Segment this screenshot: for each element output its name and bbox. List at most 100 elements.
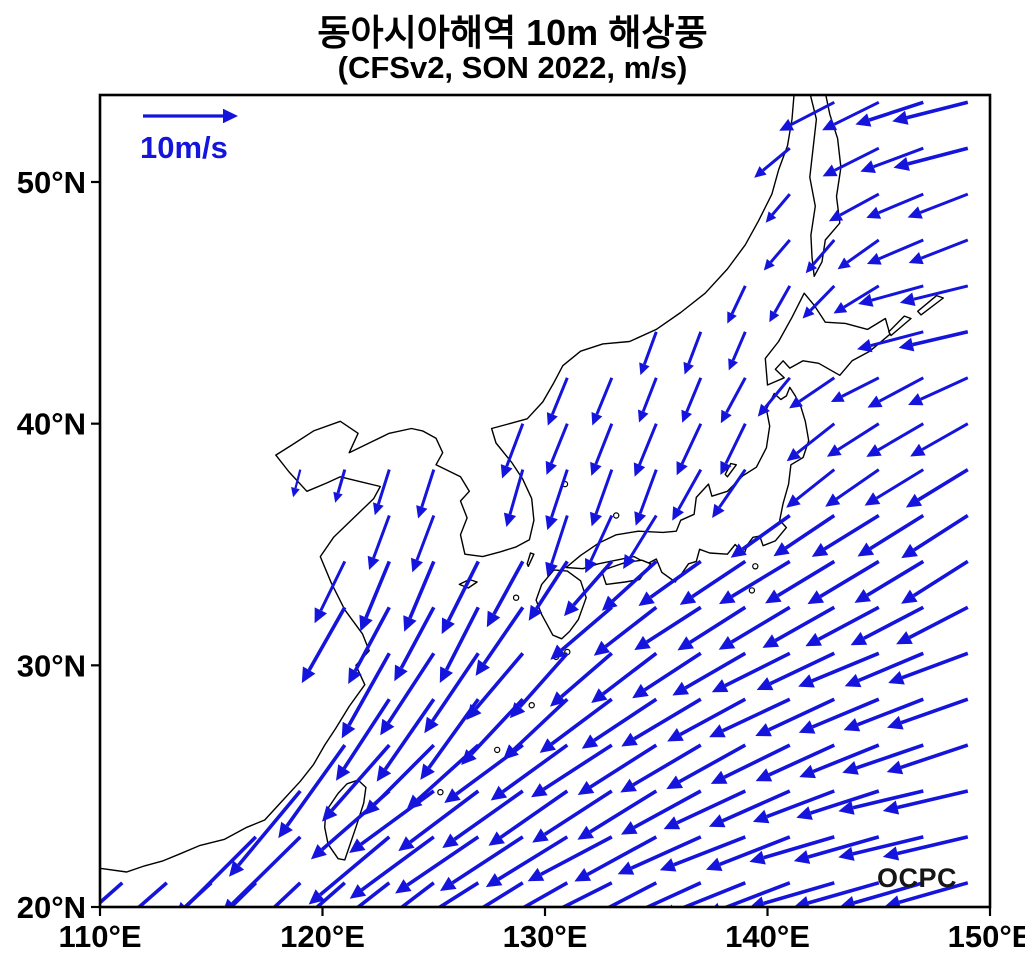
wind-arrow [136, 881, 168, 907]
wind-arrow [620, 743, 702, 793]
wind-arrow [590, 469, 614, 527]
wind-arrow [590, 423, 614, 476]
wind-arrow [893, 146, 969, 171]
wind-arrow [833, 284, 880, 314]
wind-arrow [677, 605, 747, 651]
wind-arrow [908, 238, 969, 265]
wind-arrow [754, 147, 791, 178]
wind-arrow [394, 606, 436, 682]
wind-arrow [681, 377, 703, 423]
small-island-dot [494, 746, 501, 754]
wind-arrow [882, 789, 969, 815]
wind-arrow [755, 743, 836, 782]
wind-arrow [807, 559, 880, 605]
wind-arrow [349, 789, 435, 853]
wind-arrow [708, 789, 791, 828]
wind-arrow [663, 789, 747, 830]
wind-arrow [532, 789, 613, 843]
wind-arrow [545, 469, 569, 531]
wind-arrow [669, 881, 746, 907]
wind-arrow [805, 239, 836, 274]
wind-arrow [395, 835, 480, 894]
wind-arrow [531, 743, 613, 798]
wind-arrow [638, 377, 658, 423]
wind-arrow [679, 559, 747, 605]
wind-arrow [858, 284, 924, 307]
wind-arrow [850, 605, 925, 646]
wind-arrow [621, 789, 702, 835]
wind-arrow [798, 697, 880, 734]
wind-arrow [229, 789, 302, 877]
coastline-kunashiri [888, 315, 912, 337]
wind-arrow [905, 468, 969, 508]
y-tick-label: 20°N [17, 890, 86, 925]
wind-arrow [364, 743, 436, 816]
wind-arrow [683, 331, 703, 375]
wind-arrow [666, 743, 747, 790]
wind-arrow [100, 881, 124, 905]
wind-arrow [719, 559, 791, 605]
wind-arrow [866, 422, 925, 457]
coastline-tsushima [526, 552, 535, 567]
wind-arrow [757, 376, 791, 417]
figure-subtitle: (CFSv2, SON 2022, m/s) [337, 50, 688, 85]
wind-arrow [811, 513, 880, 557]
x-tick-label: 120°E [280, 919, 365, 954]
wind-arrow [728, 331, 747, 371]
wind-arrow [855, 100, 924, 127]
wind-arrow [500, 423, 525, 479]
wind-arrow [709, 697, 791, 738]
wind-arrow [308, 835, 391, 905]
wind-arrow [727, 285, 747, 324]
wind-arrow [786, 468, 836, 508]
wind-arrow [888, 651, 969, 685]
wind-arrow [720, 377, 747, 424]
wind-arrow [705, 835, 791, 871]
wind-arrow [802, 284, 836, 319]
wind-arrow [411, 514, 436, 573]
wind-arrow [367, 514, 391, 570]
wind-arrow [793, 881, 880, 907]
wind-arrow [864, 468, 925, 506]
wind-arrow [634, 605, 702, 651]
wind-arrow [842, 743, 924, 775]
wind-arrow [779, 100, 835, 131]
small-island-dot [437, 789, 444, 796]
wind-arrow [837, 238, 880, 270]
wind-arrow [475, 606, 525, 676]
wind-arrow [359, 560, 391, 632]
wind-arrow [545, 515, 569, 577]
wind-arrow [336, 698, 391, 781]
wind-arrow [591, 651, 658, 703]
small-island-dot [748, 587, 756, 594]
plot-frame [98, 93, 992, 909]
wind-arrows-layer [100, 100, 969, 907]
wind-arrow [752, 789, 835, 824]
y-tick-label: 40°N [17, 407, 86, 442]
wind-arrow [403, 560, 436, 632]
wind-arrow [550, 651, 613, 707]
wind-arrow [749, 835, 835, 865]
wind-arrow [839, 881, 924, 907]
wind-arrow [857, 330, 924, 353]
wind-arrow [898, 330, 969, 352]
wind-arrow [278, 744, 347, 839]
wind-arrow [466, 652, 525, 720]
wind-arrow [908, 376, 969, 406]
wind-arrow [322, 743, 391, 822]
wind-arrow [380, 652, 436, 736]
wind-arrow [638, 559, 702, 606]
wind-arrow [799, 743, 880, 779]
wind-arrow [786, 422, 836, 462]
wind-arrow [896, 605, 969, 645]
coastline-kyushu [535, 569, 587, 640]
y-tick-label: 50°N [17, 165, 86, 200]
wind-arrow [711, 651, 791, 693]
wind-arrow [825, 468, 880, 507]
wind-arrow [720, 423, 747, 475]
wind-arrow [765, 193, 791, 223]
wind-arrow [805, 605, 880, 647]
figure-title: 동아시아해역 10m 해상풍 [317, 12, 708, 53]
wind-arrow [528, 560, 569, 621]
wind-arrow [490, 743, 569, 801]
